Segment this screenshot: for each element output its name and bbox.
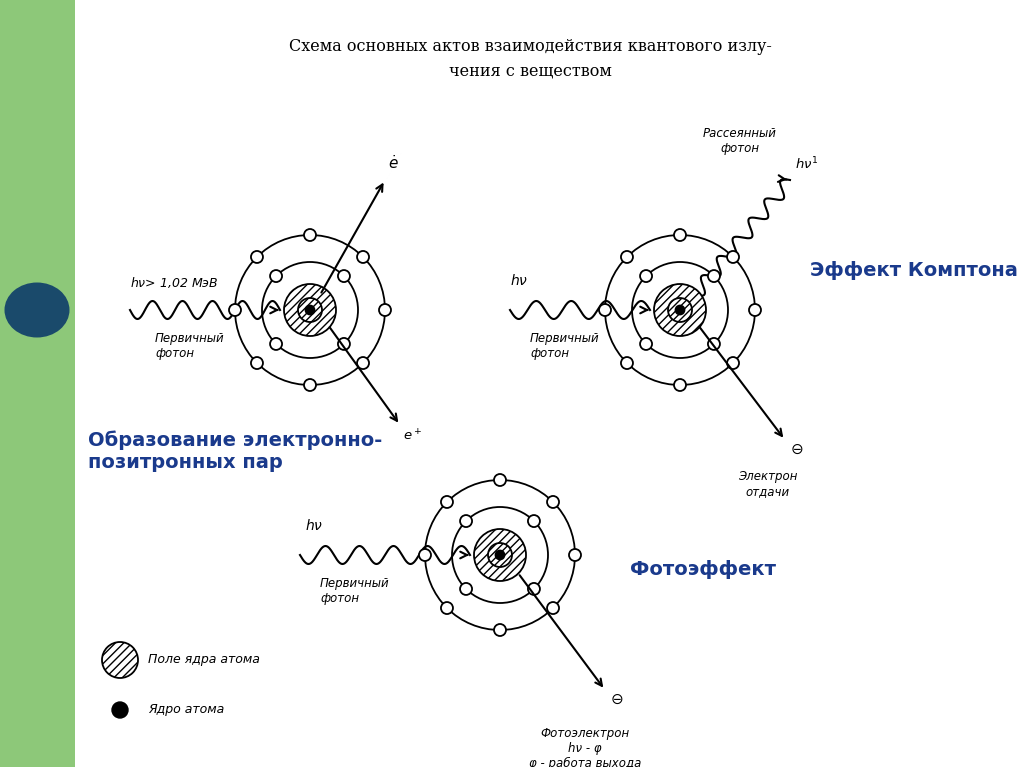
Text: Ядро атома: Ядро атома (148, 703, 224, 716)
Circle shape (304, 229, 316, 241)
Text: Образование электронно-
позитронных пар: Образование электронно- позитронных пар (88, 430, 382, 472)
Circle shape (528, 515, 540, 527)
Circle shape (441, 496, 453, 508)
Circle shape (338, 270, 350, 282)
Circle shape (304, 304, 315, 315)
Circle shape (668, 298, 692, 322)
Circle shape (419, 549, 431, 561)
Text: $h\nu^1$: $h\nu^1$ (795, 156, 818, 172)
Text: $h\nu$: $h\nu$ (305, 518, 324, 533)
Circle shape (284, 284, 336, 336)
Circle shape (727, 251, 739, 263)
Circle shape (654, 284, 706, 336)
Text: Первичный
фотон: Первичный фотон (155, 332, 224, 360)
Text: $\mathit{\dot{e}}$: $\mathit{\dot{e}}$ (388, 154, 398, 172)
Circle shape (675, 304, 685, 315)
Text: Схема основных актов взаимодействия квантового излу-: Схема основных актов взаимодействия кван… (289, 38, 771, 55)
Circle shape (621, 251, 633, 263)
Text: Первичный
фотон: Первичный фотон (530, 332, 600, 360)
Circle shape (749, 304, 761, 316)
Circle shape (441, 602, 453, 614)
Circle shape (640, 270, 652, 282)
Circle shape (112, 702, 128, 718)
Circle shape (251, 357, 263, 369)
Circle shape (357, 251, 369, 263)
Text: Рассеянный
фотон: Рассеянный фотон (703, 127, 777, 155)
Text: $\ominus$: $\ominus$ (610, 692, 624, 707)
Text: чения с веществом: чения с веществом (449, 62, 611, 79)
Text: Фотоэффект: Фотоэффект (630, 560, 776, 579)
Circle shape (674, 229, 686, 241)
Circle shape (460, 583, 472, 595)
Text: Эффект Комптона: Эффект Комптона (810, 261, 1018, 279)
Text: $e^+$: $e^+$ (403, 428, 422, 443)
Circle shape (494, 474, 506, 486)
Circle shape (338, 338, 350, 350)
Text: Поле ядра атома: Поле ядра атома (148, 653, 260, 667)
Circle shape (547, 602, 559, 614)
Circle shape (494, 624, 506, 636)
Circle shape (674, 379, 686, 391)
Circle shape (488, 543, 512, 567)
Circle shape (229, 304, 241, 316)
Circle shape (357, 357, 369, 369)
Text: $h\nu$: $h\nu$ (510, 273, 528, 288)
Circle shape (474, 529, 526, 581)
Text: $h\nu$> 1,02 МэВ: $h\nu$> 1,02 МэВ (130, 275, 218, 290)
Circle shape (708, 270, 720, 282)
Circle shape (640, 338, 652, 350)
Circle shape (270, 270, 282, 282)
Circle shape (528, 583, 540, 595)
Circle shape (708, 338, 720, 350)
Circle shape (379, 304, 391, 316)
Circle shape (569, 549, 581, 561)
Text: Первичный
фотон: Первичный фотон (319, 577, 389, 605)
Circle shape (460, 515, 472, 527)
Text: Электрон
отдачи: Электрон отдачи (738, 470, 798, 498)
Ellipse shape (4, 282, 70, 337)
Circle shape (547, 496, 559, 508)
Circle shape (621, 357, 633, 369)
Text: $\ominus$: $\ominus$ (790, 442, 804, 457)
Circle shape (251, 251, 263, 263)
Circle shape (727, 357, 739, 369)
Circle shape (270, 338, 282, 350)
Circle shape (102, 642, 138, 678)
Bar (0, 0, 75, 767)
Text: Фотоэлектрон
hν - φ
φ - работа выхода: Фотоэлектрон hν - φ φ - работа выхода (528, 727, 641, 767)
Circle shape (298, 298, 322, 322)
Circle shape (599, 304, 611, 316)
Circle shape (304, 379, 316, 391)
Circle shape (495, 550, 506, 561)
